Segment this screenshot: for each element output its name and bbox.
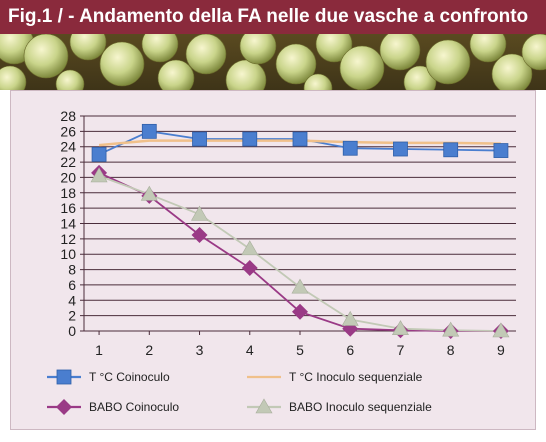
x-tick-label: 9 [497,342,505,358]
figure-title: Fig.1 / - Andamento della FA nelle due v… [0,0,546,34]
legend-entry-label: T °C Coinoculo [89,370,170,384]
y-tick-label: 8 [68,262,76,278]
data-point-s1 [393,141,408,157]
grapes-illustration [0,34,546,90]
data-point-s1 [91,146,107,162]
legend-swatch-marker [56,399,72,415]
y-tick-label: 10 [60,246,76,262]
y-tick-label: 26 [60,123,76,139]
y-tick-label: 22 [60,154,76,170]
x-tick-label: 1 [95,342,103,358]
data-point-s4 [442,321,460,337]
data-point-s3 [241,260,258,277]
data-point-s1 [242,131,258,147]
legend-entry-label: BABO Inoculo sequenziale [289,400,432,414]
y-tick-label: 24 [60,139,76,155]
data-point-s3 [342,320,359,337]
data-point-s4 [291,278,309,294]
y-tick-label: 0 [68,323,76,339]
legend-swatch-marker [255,398,273,414]
data-point-s1 [493,143,509,158]
legend-entry-label: T °C Inoculo sequenziale [289,370,423,384]
x-tick-label: 2 [145,342,153,358]
data-point-s4 [391,320,409,335]
x-tick-label: 3 [196,342,204,358]
y-tick-label: 12 [60,231,76,247]
data-point-s1 [292,131,308,147]
data-point-s4 [341,310,359,326]
data-point-s1 [141,123,157,139]
y-tick-label: 2 [68,308,76,324]
data-point-s1 [342,140,358,156]
y-tick-label: 14 [60,216,76,232]
data-point-s3 [292,303,308,320]
x-tick-label: 7 [397,342,405,358]
data-point-s4 [191,205,209,221]
y-tick-label: 28 [60,108,76,124]
legend-entry-label: BABO Coinoculo [89,400,179,414]
data-point-s1 [192,131,207,147]
x-tick-label: 5 [296,342,304,358]
y-tick-label: 20 [60,169,76,185]
x-tick-label: 8 [447,342,455,358]
y-tick-label: 18 [60,185,76,201]
data-point-s4 [140,185,158,201]
legend-swatch-marker [56,369,72,385]
x-tick-label: 4 [246,342,254,358]
y-tick-label: 4 [68,292,76,308]
data-point-s4 [90,167,108,183]
data-point-s4 [492,322,510,338]
data-point-s4 [241,240,259,256]
data-point-s1 [443,142,459,158]
y-tick-label: 16 [60,200,76,216]
data-point-s3 [191,227,208,244]
y-tick-label: 6 [68,277,76,293]
grapes-photo-banner [0,34,546,90]
x-tick-label: 6 [346,342,354,358]
